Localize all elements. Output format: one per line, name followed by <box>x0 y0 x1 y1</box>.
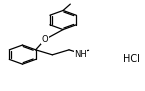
Text: NH: NH <box>74 50 87 59</box>
Text: O: O <box>42 35 48 44</box>
Text: HCl: HCl <box>123 54 139 64</box>
